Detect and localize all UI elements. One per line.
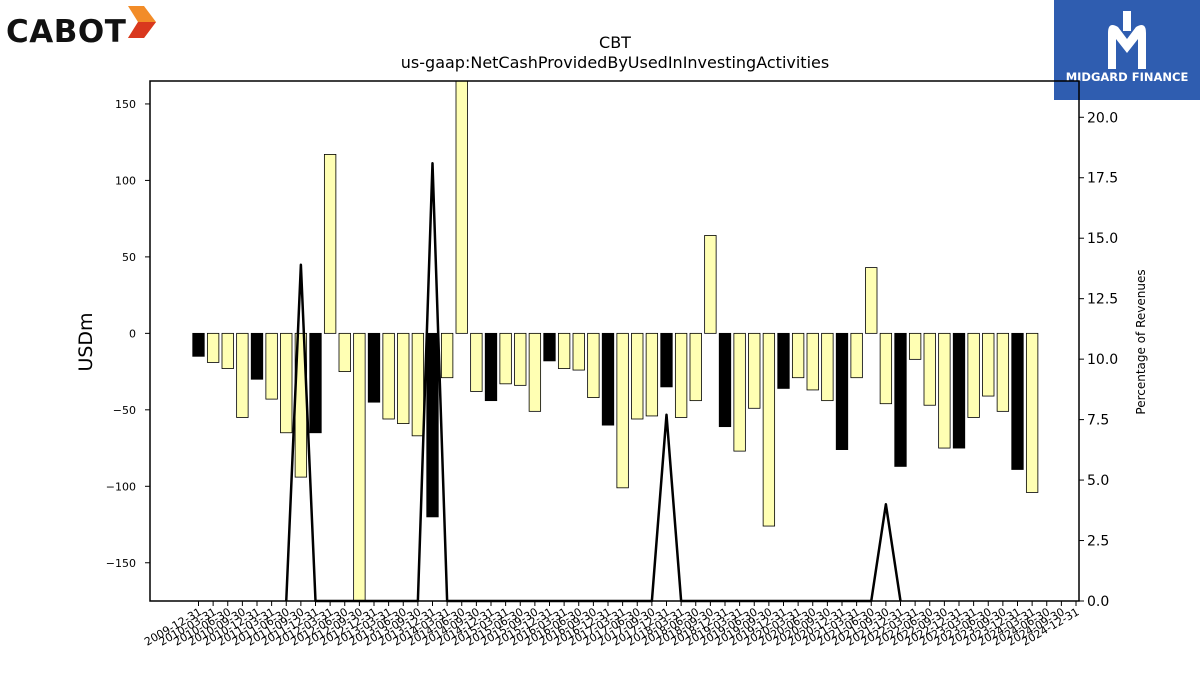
bar-2023-06-30 — [982, 332, 995, 397]
bar-2017-12-31 — [660, 332, 673, 388]
orange-chevron-icon — [128, 6, 156, 38]
bar-2014-03-31 — [440, 332, 454, 379]
bar-2021-03-31 — [850, 332, 863, 379]
y2-tick-label: 12.5 — [1087, 292, 1118, 308]
bar-2017-09-30 — [645, 332, 659, 417]
bar-2018-06-30 — [689, 332, 702, 402]
y2-axis-label: Percentage of Revenues — [1134, 269, 1148, 414]
bar-2019-09-30 — [762, 332, 776, 527]
bar-2016-03-31 — [557, 332, 571, 369]
y2-tick-label: 7.5 — [1087, 413, 1109, 429]
bar-2021-09-30 — [879, 332, 893, 405]
bar-2013-03-31 — [382, 332, 395, 420]
bar-2019-06-30 — [748, 332, 761, 409]
company-logo: CABOT — [6, 6, 166, 58]
bar-2011-03-31 — [265, 332, 278, 400]
y-tick-label: 0 — [129, 327, 136, 340]
bar-2017-06-30 — [631, 332, 644, 420]
y2-tick-label: 2.5 — [1087, 534, 1109, 550]
bar-2012-12-31 — [367, 332, 381, 403]
bar-2009-12-31 — [192, 332, 205, 357]
bar-2013-12-31 — [426, 332, 439, 518]
bar-2022-09-30 — [938, 332, 951, 449]
bar-2010-12-31 — [250, 332, 264, 380]
bar-2018-03-31 — [674, 332, 688, 418]
bar-2011-06-30 — [280, 332, 293, 434]
bar-2020-03-31 — [791, 332, 805, 379]
bar-2023-12-31 — [1011, 332, 1024, 470]
bar-2010-03-31 — [206, 332, 220, 363]
bar-2019-03-31 — [733, 332, 746, 452]
bars — [192, 80, 1039, 602]
bar-2014-06-30 — [455, 80, 468, 334]
y-tick-label: 50 — [122, 251, 136, 264]
bar-2013-06-30 — [397, 332, 410, 424]
y2-tick-label: 17.5 — [1087, 171, 1118, 187]
bar-2018-12-31 — [718, 332, 732, 428]
plot-frame — [149, 80, 1080, 602]
chart-title: CBT — [599, 33, 631, 52]
bar-2015-03-31 — [499, 332, 512, 385]
y2-tick-label: 0.0 — [1087, 594, 1109, 610]
y2-tick-label: 10.0 — [1087, 352, 1118, 368]
y-tick-label: 150 — [115, 98, 136, 111]
bar-2021-06-30 — [865, 267, 878, 334]
bar-2022-03-31 — [908, 332, 922, 360]
y-axis-label: USDm — [75, 312, 97, 371]
bar-2012-06-30 — [338, 332, 351, 372]
bar-2015-09-30 — [528, 332, 542, 412]
bar-2022-06-30 — [923, 332, 936, 406]
bar-2013-09-30 — [411, 332, 425, 437]
bar-2019-12-31 — [777, 332, 790, 389]
bar-2014-09-30 — [470, 332, 483, 392]
bar-2020-06-30 — [806, 332, 819, 391]
bar-2010-09-30 — [236, 332, 249, 418]
bar-2020-12-31 — [835, 332, 849, 450]
bar-2021-12-31 — [894, 332, 907, 467]
bar-2012-09-30 — [353, 332, 366, 602]
bar-2016-12-31 — [601, 332, 615, 426]
y2-tick-label: 15.0 — [1087, 231, 1118, 247]
bar-2024-03-31 — [1025, 332, 1039, 493]
y-tick-label: 100 — [115, 174, 136, 187]
y2-tick-label: 20.0 — [1087, 110, 1118, 126]
bar-2016-06-30 — [572, 332, 585, 371]
bar-2023-09-30 — [996, 332, 1010, 412]
badge-text: MIDGARD FINANCE — [1065, 70, 1189, 84]
chart-subtitle: us-gaap:NetCashProvidedByUsedInInvesting… — [401, 53, 829, 72]
bar-2010-06-30 — [221, 332, 234, 369]
company-logo-text: CABOT — [6, 14, 127, 50]
bar-2023-03-31 — [967, 332, 980, 418]
bar-2020-09-30 — [821, 332, 834, 402]
y2-tick-label: 5.0 — [1087, 473, 1109, 489]
midgard-m-icon — [1108, 11, 1146, 69]
y-tick-label: −100 — [106, 480, 136, 493]
bar-2018-09-30 — [704, 235, 717, 334]
axes: −150 −100 −50 0 50 100 150 0.0 2.5 5.0 7.5 10.0 12.5… — [106, 98, 1118, 649]
y-tick-label: −150 — [106, 557, 136, 570]
bar-2015-06-30 — [514, 332, 527, 386]
bar-2014-12-31 — [484, 332, 498, 402]
y-tick-label: −50 — [113, 404, 136, 417]
bar-2017-03-31 — [616, 332, 629, 489]
bar-2022-12-31 — [952, 332, 966, 449]
bar-2016-09-30 — [587, 332, 600, 398]
bar-2012-03-31 — [323, 154, 337, 334]
bar-2015-12-31 — [543, 332, 556, 362]
bar-2011-12-31 — [309, 332, 322, 434]
